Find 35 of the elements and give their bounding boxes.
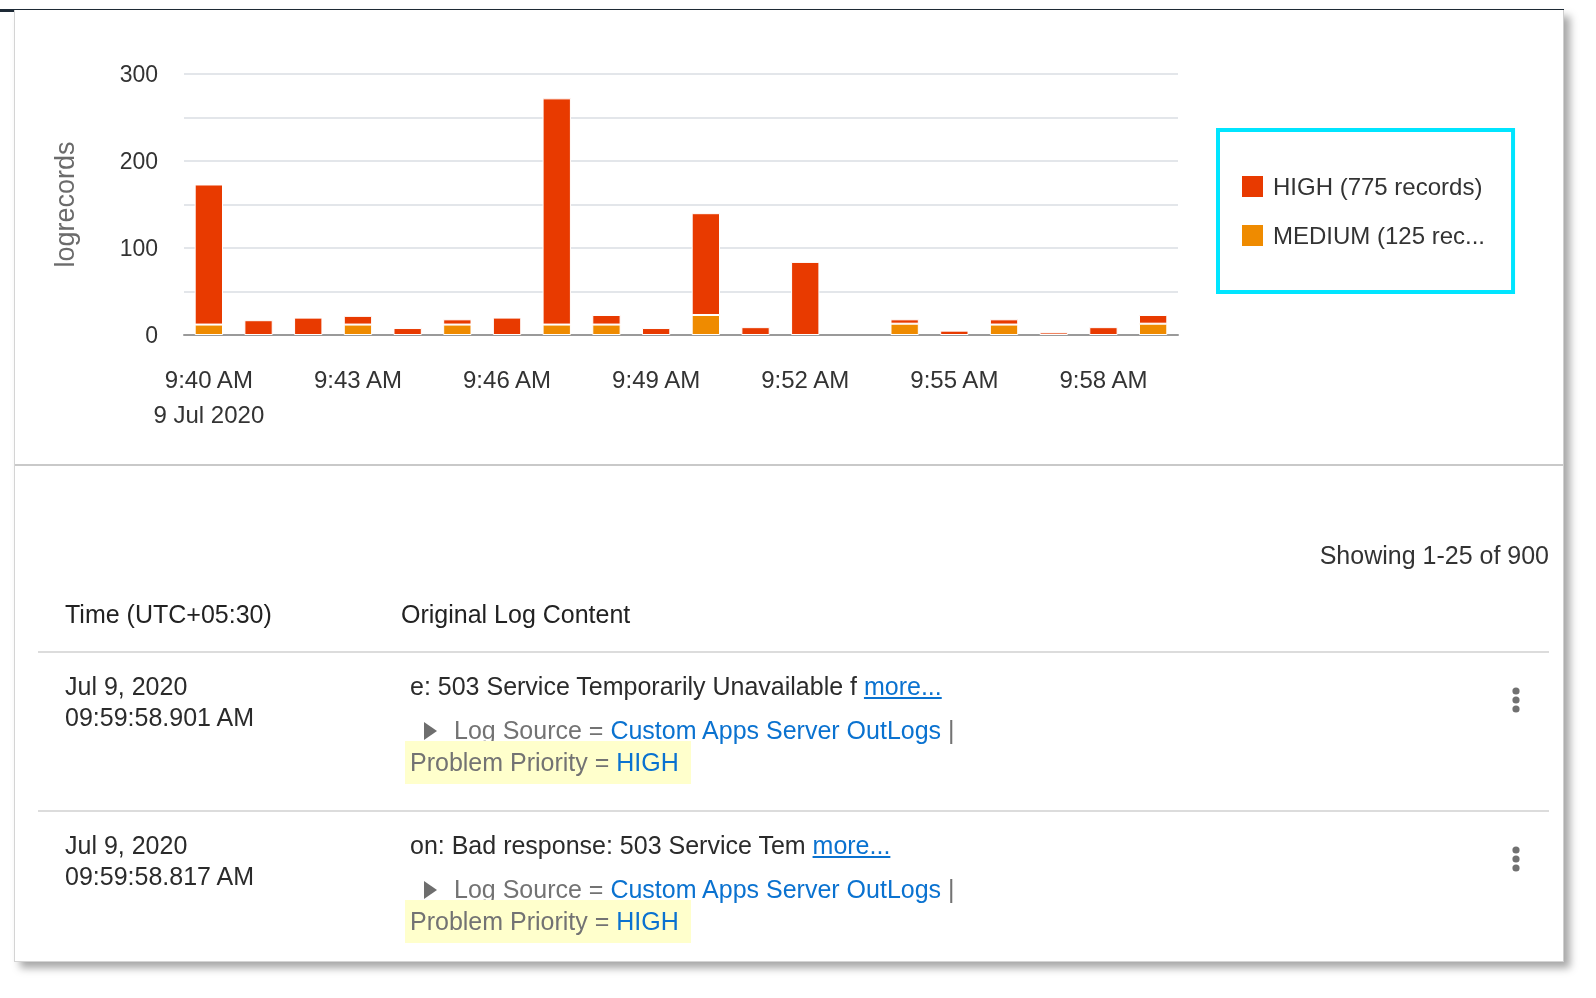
y-axis-title: logrecords — [49, 141, 80, 268]
legend-label: HIGH (775 records) — [1273, 173, 1483, 200]
bar — [244, 320, 273, 335]
text: Original Log Content — [401, 599, 631, 630]
text: more... — [863, 672, 942, 700]
x-tick-label: 9:40 AM 9 Jul 2020 — [153, 366, 265, 428]
bar — [492, 317, 522, 335]
x-tick-label: 9:49 AM — [612, 366, 701, 393]
bar — [940, 330, 969, 335]
bar — [890, 323, 919, 335]
x-tick-label: 9:58 AM — [1059, 366, 1148, 393]
text: Jul 9, 2020 — [65, 830, 188, 861]
bar — [1089, 327, 1118, 335]
bar — [294, 317, 323, 335]
x-tick-label: 9:55 AM — [910, 366, 999, 393]
text: more... — [812, 831, 891, 859]
text: 09:59:58.901 AM — [65, 702, 255, 733]
bar — [791, 261, 820, 335]
y-tick-label: 300 — [119, 61, 158, 87]
x-tick-label: 9:43 AM — [313, 366, 402, 393]
bar — [641, 328, 671, 335]
text: Jul 9, 2020 — [65, 671, 188, 702]
legend-label: MEDIUM (125 rec... — [1273, 222, 1486, 249]
x-tick-label: 9:52 AM — [761, 366, 850, 393]
text: on: Bad response: 503 Service Tem — [410, 831, 807, 859]
text: 09:59:58.817 AM — [65, 861, 255, 892]
bar — [741, 327, 770, 335]
x-tick-label: 9:46 AM — [463, 366, 552, 393]
text: e: 503 Service Temporarily Unavailable f — [410, 672, 858, 700]
y-tick-label: 0 — [145, 322, 158, 348]
text: Showing 1-25 of 900 — [1319, 540, 1549, 571]
y-tick-label: 100 — [119, 235, 158, 261]
bar — [393, 328, 422, 335]
y-tick-label: 200 — [119, 148, 158, 174]
text: Time (UTC+05:30) — [65, 599, 272, 630]
